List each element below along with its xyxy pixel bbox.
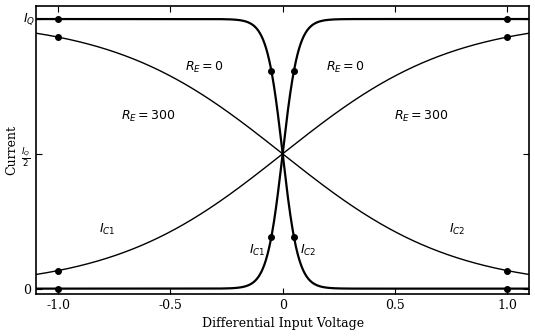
Text: $R_E = 0$: $R_E = 0$ xyxy=(185,60,224,75)
Y-axis label: Current: Current xyxy=(5,125,19,175)
Text: $I_{C2}$: $I_{C2}$ xyxy=(300,243,317,258)
Text: $I_{C1}$: $I_{C1}$ xyxy=(100,222,116,237)
Text: $I_Q$: $I_Q$ xyxy=(22,11,35,27)
X-axis label: Differential Input Voltage: Differential Input Voltage xyxy=(202,318,364,330)
Text: $R_E = 300$: $R_E = 300$ xyxy=(394,109,449,124)
Text: $R_E = 0$: $R_E = 0$ xyxy=(326,60,365,75)
Text: $I_{C1}$: $I_{C1}$ xyxy=(249,243,265,258)
Text: $I_{C2}$: $I_{C2}$ xyxy=(449,222,466,237)
Text: $R_E = 300$: $R_E = 300$ xyxy=(120,109,175,124)
